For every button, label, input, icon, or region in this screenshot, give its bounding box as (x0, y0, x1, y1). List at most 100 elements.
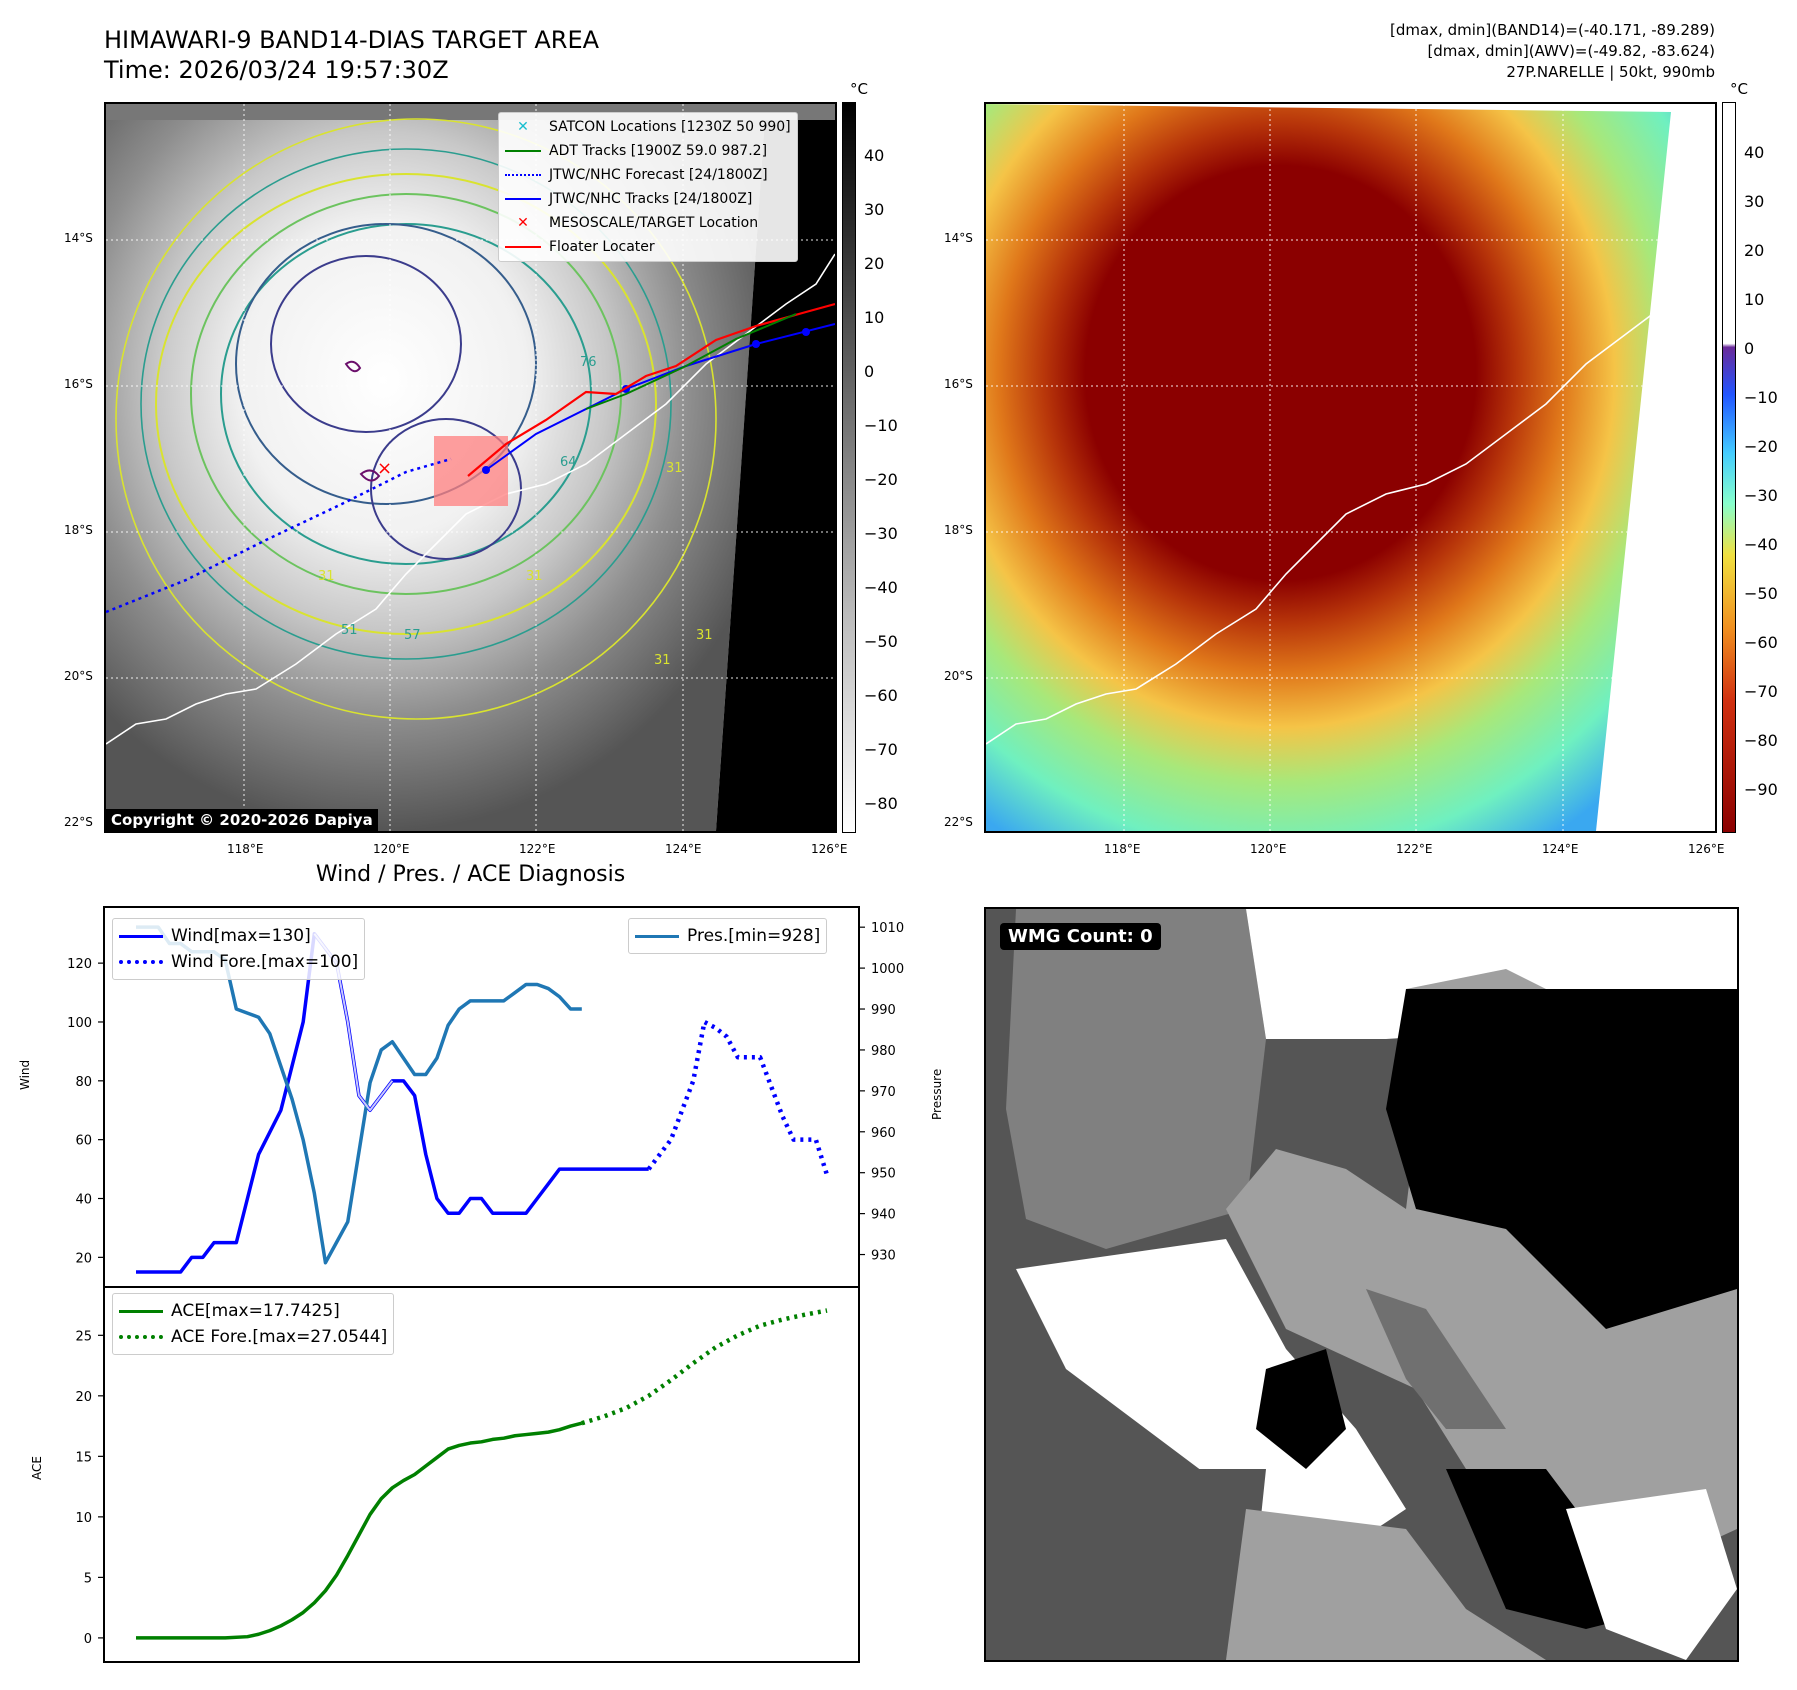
colorbar-tick: 20 (1744, 241, 1765, 260)
colorbar-tick: −70 (864, 740, 898, 759)
ace-tick-label: 5 (84, 1571, 92, 1586)
lon-label: 126°E (1688, 842, 1725, 856)
color-map-panel (984, 102, 1717, 833)
legend-label: SATCON Locations [1230Z 50 990] (549, 119, 791, 135)
line-swatch-icon (635, 934, 679, 938)
colorbar-tick: −40 (864, 578, 898, 597)
legend-floater: Floater Locater (505, 235, 791, 259)
legend-ace-forecast: ACE Fore.[max=27.0544] (119, 1324, 387, 1350)
figure-title: HIMAWARI-9 BAND14-DIAS TARGET AREA (104, 26, 600, 54)
contour-label: 51 (341, 623, 358, 638)
contour-label: 31 (654, 653, 671, 668)
legend-wind: Wind[max=130] (119, 923, 358, 949)
dotted-line-icon (119, 960, 163, 964)
colorbar-tick: −80 (1744, 731, 1778, 750)
lon-label: 122°E (1396, 842, 1433, 856)
target-box (434, 436, 508, 506)
colorbar-tick: 10 (864, 308, 885, 327)
pressure-tick-label: 990 (871, 1003, 896, 1018)
ace-tick-label: 10 (75, 1511, 92, 1526)
wmg-count-badge: WMG Count: 0 (1000, 923, 1161, 950)
contour-label: 31 (696, 628, 713, 643)
lon-label: 118°E (227, 842, 264, 856)
legend-label: Wind Fore.[max=100] (171, 952, 359, 972)
dotted-line-icon (119, 1335, 163, 1339)
pressure-tick-label: 930 (871, 1249, 896, 1264)
wind-forecast-line (646, 1019, 830, 1176)
storm-info: 27P.NARELLE | 50kt, 990mb (1506, 63, 1715, 81)
figure-time: Time: 2026/03/24 19:57:30Z (104, 56, 449, 84)
colorbar-tick: 30 (1744, 192, 1765, 211)
ace-tick-label: 15 (75, 1450, 92, 1465)
lon-label: 124°E (1542, 842, 1579, 856)
lon-label: 124°E (665, 842, 702, 856)
dotted-line-icon (505, 174, 541, 176)
pressure-axis-label: Pressure (930, 1068, 944, 1120)
contour-label: 64 (560, 455, 577, 470)
colorbar-tick: 0 (1744, 339, 1755, 358)
copyright-label: Copyright © 2020-2026 Dapiya (106, 809, 378, 831)
legend-label: ADT Tracks [1900Z 59.0 987.2] (549, 143, 768, 159)
wind-line (136, 931, 649, 1274)
lat-label: 22°S (64, 815, 93, 829)
colorbar-tick: −10 (1744, 388, 1778, 407)
ir-map-image: × 76 64 31 31 31 51 57 31 31 (106, 104, 835, 831)
lat-label: 18°S (64, 523, 93, 537)
color-colorbar (1722, 102, 1736, 833)
legend-wind-forecast: Wind Fore.[max=100] (119, 949, 358, 975)
line-swatch-icon (119, 1309, 163, 1313)
contour-label: 31 (666, 461, 683, 476)
colorbar-tick: 30 (864, 200, 885, 219)
wind-tick-label: 80 (75, 1075, 92, 1090)
lon-label: 120°E (1250, 842, 1287, 856)
colorbar-tick: −70 (1744, 682, 1778, 701)
lon-label: 120°E (373, 842, 410, 856)
line-swatch-icon (505, 150, 541, 152)
colorbar-tick: −90 (1744, 780, 1778, 799)
lon-label: 118°E (1104, 842, 1141, 856)
colorbar-unit: °C (1730, 80, 1748, 98)
colorbar-tick: −60 (864, 686, 898, 705)
colorbar-tick: −20 (1744, 437, 1778, 456)
contour-label: 57 (404, 628, 421, 643)
legend-pressure: Pres.[min=928] (635, 923, 820, 949)
wind-legend: Wind[max=130] Wind Fore.[max=100] (112, 918, 366, 980)
lat-label: 20°S (64, 669, 93, 683)
colorbar-tick: −40 (1744, 535, 1778, 554)
colorbar-tick: 40 (1744, 143, 1765, 162)
colorbar-tick: −10 (864, 416, 898, 435)
colorbar-unit: °C (850, 80, 868, 98)
pressure-legend: Pres.[min=928] (628, 918, 828, 954)
legend-label: ACE Fore.[max=27.0544] (171, 1327, 388, 1347)
legend-label: ACE[max=17.7425] (171, 1301, 340, 1321)
wind-tick-label: 60 (75, 1134, 92, 1149)
contour-label: 31 (318, 569, 335, 584)
ace-forecast-line (581, 1308, 828, 1426)
colorbar-tick: 0 (864, 362, 875, 381)
lat-label: 18°S (944, 523, 973, 537)
legend-label: Pres.[min=928] (687, 926, 821, 946)
colorbar-tick: −30 (864, 524, 898, 543)
x-marker-icon: ✕ (517, 119, 529, 135)
ace-tick-label: 20 (75, 1390, 92, 1405)
pressure-tick-label: 940 (871, 1208, 896, 1223)
diagnosis-title: Wind / Pres. / ACE Diagnosis (315, 862, 626, 887)
colorbar-tick: 40 (864, 146, 885, 165)
legend-mesoscale: ✕ MESOSCALE/TARGET Location (505, 211, 791, 235)
ace-tick-label: 25 (75, 1329, 92, 1344)
pressure-tick-label: 980 (871, 1044, 896, 1059)
ace-line (136, 1421, 583, 1640)
wind-tick-label: 40 (75, 1193, 92, 1208)
wmg-panel: WMG Count: 0 (984, 907, 1739, 1662)
colorbar-tick: −20 (864, 470, 898, 489)
contour-label: 76 (580, 355, 597, 370)
colorbar-tick: −50 (864, 632, 898, 651)
ir-colorbar (842, 102, 856, 833)
colorbar-tick: −30 (1744, 486, 1778, 505)
stats-awv: [dmax, dmin](AWV)=(-49.82, -83.624) (1427, 42, 1715, 60)
legend-satcon: ✕ SATCON Locations [1230Z 50 990] (505, 115, 791, 139)
lat-label: 14°S (944, 231, 973, 245)
line-swatch-icon (505, 246, 541, 248)
wind-tick-label: 120 (67, 957, 92, 972)
